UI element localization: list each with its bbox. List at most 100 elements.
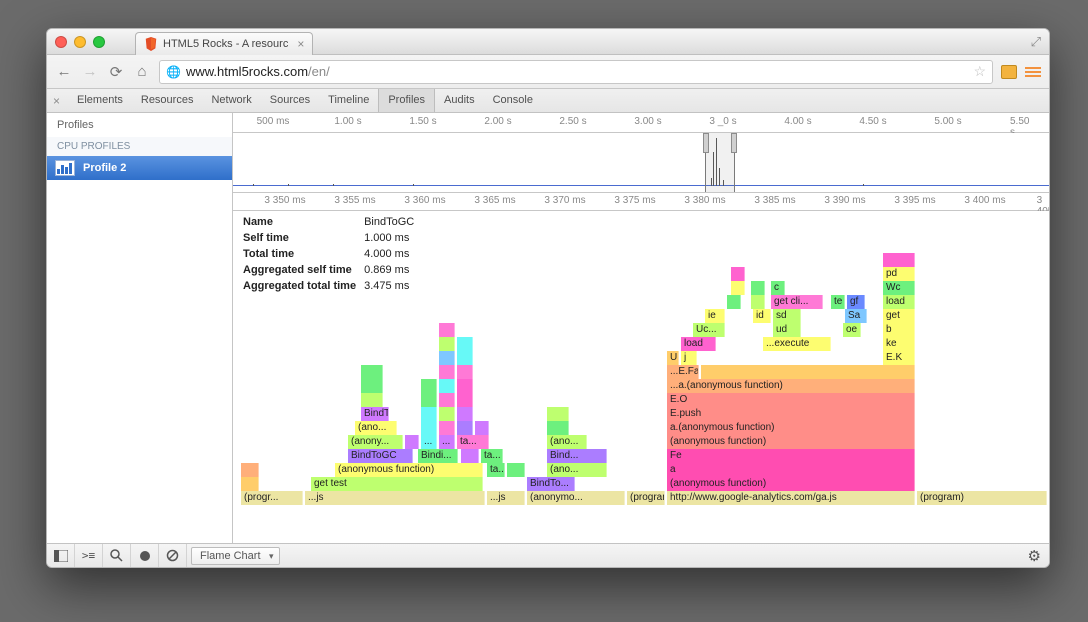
- omnibox[interactable]: 🌐 www.html5rocks.com /en/ ☆: [159, 60, 993, 84]
- profile-item[interactable]: Profile 2: [47, 156, 232, 180]
- flame-block[interactable]: (anonymous function): [667, 435, 915, 449]
- reload-button[interactable]: ⟳: [107, 63, 125, 81]
- flame-block[interactable]: load: [681, 337, 716, 351]
- flame-block[interactable]: [421, 421, 437, 435]
- clear-button[interactable]: [159, 544, 187, 567]
- flame-block[interactable]: [731, 281, 745, 295]
- flame-block[interactable]: c: [771, 281, 785, 295]
- devtools-tab-elements[interactable]: Elements: [68, 89, 132, 112]
- flame-block[interactable]: (progr...: [241, 491, 303, 505]
- devtools-tab-profiles[interactable]: Profiles: [378, 89, 435, 112]
- flame-block[interactable]: pd: [883, 267, 915, 281]
- flame-block[interactable]: [547, 421, 569, 435]
- flame-block[interactable]: BindToGC: [348, 449, 413, 463]
- flame-block[interactable]: ta...: [481, 449, 503, 463]
- maximize-icon[interactable]: ⤢: [1031, 34, 1041, 50]
- flame-block[interactable]: Uc...: [693, 323, 725, 337]
- flame-block[interactable]: [439, 379, 455, 393]
- search-button[interactable]: [103, 544, 131, 567]
- flame-block[interactable]: [439, 393, 455, 407]
- flame-block[interactable]: [457, 379, 473, 393]
- flame-block[interactable]: [457, 337, 473, 351]
- flame-block[interactable]: ...js: [305, 491, 485, 505]
- overview-pane[interactable]: [233, 133, 1049, 193]
- flame-block[interactable]: [507, 463, 525, 477]
- flame-chart[interactable]: NameBindToGCSelf time1.000 msTotal time4…: [233, 211, 1049, 543]
- flame-block[interactable]: Bind...: [547, 449, 607, 463]
- flame-block[interactable]: get: [883, 309, 915, 323]
- flame-block[interactable]: [751, 295, 765, 309]
- selection-handle-right[interactable]: [731, 133, 737, 153]
- devtools-tab-console[interactable]: Console: [484, 89, 542, 112]
- flame-block[interactable]: Sa: [845, 309, 867, 323]
- zoom-window-button[interactable]: [93, 36, 105, 48]
- flame-block[interactable]: ke: [883, 337, 915, 351]
- flame-block[interactable]: [241, 463, 259, 477]
- flame-block[interactable]: (program): [627, 491, 665, 505]
- flame-block[interactable]: [421, 379, 437, 393]
- record-button[interactable]: [131, 544, 159, 567]
- flame-block[interactable]: E.O: [667, 393, 915, 407]
- flame-block[interactable]: (anony...: [348, 435, 403, 449]
- flame-block[interactable]: [883, 253, 915, 267]
- flame-block[interactable]: [457, 365, 473, 379]
- flame-block[interactable]: [439, 365, 455, 379]
- flame-block[interactable]: ta...: [457, 435, 489, 449]
- flame-block[interactable]: [461, 449, 479, 463]
- flame-block[interactable]: oe: [843, 323, 861, 337]
- flame-block[interactable]: (anonymo...: [527, 491, 625, 505]
- close-tab-icon[interactable]: ×: [297, 37, 304, 51]
- flame-block[interactable]: [439, 421, 455, 435]
- devtools-tab-sources[interactable]: Sources: [261, 89, 319, 112]
- flame-block[interactable]: ...: [439, 435, 455, 449]
- home-button[interactable]: ⌂: [133, 63, 151, 80]
- flame-block[interactable]: BindTo...: [527, 477, 575, 491]
- time-selection[interactable]: [705, 133, 735, 192]
- flame-block[interactable]: [731, 267, 745, 281]
- flame-block[interactable]: [361, 379, 383, 393]
- flame-block[interactable]: [457, 421, 473, 435]
- browser-tab[interactable]: HTML5 Rocks - A resourc ×: [135, 32, 313, 55]
- devtools-close-icon[interactable]: ×: [53, 94, 60, 108]
- dock-button[interactable]: [47, 544, 75, 567]
- devtools-tab-resources[interactable]: Resources: [132, 89, 203, 112]
- extension-icon[interactable]: [1001, 65, 1017, 79]
- flame-block[interactable]: (anonymous function): [335, 463, 483, 477]
- flame-block[interactable]: ie: [705, 309, 725, 323]
- flame-block[interactable]: [421, 407, 437, 421]
- flame-block[interactable]: sd: [773, 309, 801, 323]
- console-button[interactable]: >≡: [75, 544, 103, 567]
- flame-block[interactable]: [405, 435, 419, 449]
- flame-block[interactable]: ...js: [487, 491, 525, 505]
- flame-block[interactable]: [701, 365, 915, 379]
- flame-block[interactable]: ta...: [487, 463, 505, 477]
- flame-block[interactable]: b: [883, 323, 915, 337]
- flame-block[interactable]: E.K: [883, 351, 915, 365]
- flame-block[interactable]: [751, 281, 765, 295]
- flame-block[interactable]: [547, 407, 569, 421]
- flame-block[interactable]: [421, 393, 437, 407]
- flame-block[interactable]: [361, 393, 383, 407]
- flame-block[interactable]: [439, 337, 455, 351]
- settings-gear-icon[interactable]: ⚙: [1028, 547, 1041, 565]
- flame-block[interactable]: get test: [311, 477, 483, 491]
- flame-block[interactable]: [457, 407, 473, 421]
- flame-block[interactable]: a.(anonymous function): [667, 421, 915, 435]
- flame-block[interactable]: [475, 421, 489, 435]
- flame-block[interactable]: (ano...: [547, 435, 587, 449]
- flame-block[interactable]: gf: [847, 295, 865, 309]
- flame-block[interactable]: E.push: [667, 407, 915, 421]
- flame-block[interactable]: http://www.google-analytics.com/ga.js: [667, 491, 915, 505]
- back-button[interactable]: ←: [55, 63, 73, 80]
- flame-block[interactable]: id: [753, 309, 771, 323]
- minimize-window-button[interactable]: [74, 36, 86, 48]
- flame-block[interactable]: a: [667, 463, 915, 477]
- flame-block[interactable]: ...execute: [763, 337, 831, 351]
- flame-block[interactable]: [457, 393, 473, 407]
- flame-block[interactable]: load: [883, 295, 915, 309]
- flame-block[interactable]: Bindi...: [418, 449, 458, 463]
- flame-block[interactable]: j: [681, 351, 697, 365]
- devtools-tab-network[interactable]: Network: [202, 89, 260, 112]
- flame-block[interactable]: (program): [917, 491, 1047, 505]
- flame-block[interactable]: BindTo...: [361, 407, 389, 421]
